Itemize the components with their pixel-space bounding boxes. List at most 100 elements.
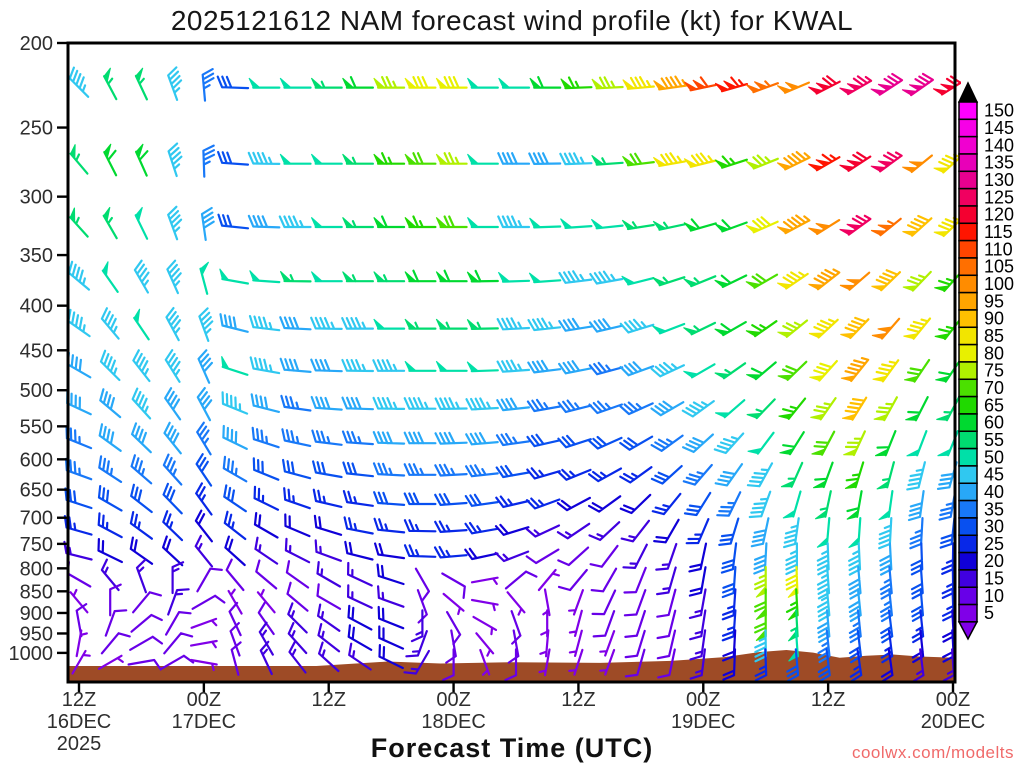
barb-staff [755,398,776,420]
barb-staff [813,360,838,382]
barb-staff [817,609,831,643]
wind-barb [163,632,194,655]
wind-barb [219,313,249,333]
wind-barb [714,463,744,487]
wind-barb [279,77,312,89]
wind-barb [341,358,374,373]
barb-staff [496,359,531,373]
wind-barb [167,588,190,616]
wind-barb [935,358,961,383]
wind-barb [871,269,901,292]
wind-barb [683,491,712,517]
barb-staff [287,622,308,655]
barb-staff [682,433,714,453]
wind-barb [599,630,616,657]
wind-barb [256,588,276,614]
barb-staff [879,565,893,600]
barb-staff [254,536,279,565]
barb-staff [557,434,592,449]
colorbar-cell [958,430,978,450]
wind-barb [526,467,561,480]
wind-barb [224,535,246,567]
barb-staff [556,496,591,512]
wind-barb [685,518,710,545]
barb-staff [312,488,343,508]
barb-staff [658,322,686,335]
barb-staff [751,320,778,338]
barb-staff [620,519,650,543]
wind-barb [202,144,216,178]
barb-staff [162,482,183,515]
colorbar-cell [958,447,978,467]
barb-staff [134,74,148,101]
wind-barb [434,431,468,445]
barb-staff [907,214,933,237]
wind-barb [718,517,740,546]
barb-staff [312,460,343,479]
barb-pennant [404,318,418,330]
barb-staff [619,401,654,416]
colorbar-value-label: 55 [984,430,1004,450]
wind-barb [557,568,588,592]
wind-barb [498,77,531,89]
wind-barb [599,648,616,676]
barb-staff [347,561,373,587]
barb-staff [286,581,309,612]
x-tick-date: 18DEC [421,711,485,733]
wind-barb [848,588,862,623]
wind-barb [497,215,531,229]
colorbar-cell [958,482,978,502]
wind-barb [190,639,218,649]
wind-barb [98,423,122,452]
wind-barb [568,609,583,637]
wind-barb [496,359,531,373]
barb-staff [280,394,312,412]
barb-staff [439,215,468,229]
barb-staff [911,588,924,622]
barb-staff [97,512,123,539]
wind-barb [623,566,647,594]
wind-barb [167,66,183,101]
barb-staff [439,269,468,283]
wind-barb [373,271,406,283]
wind-barb [746,361,777,381]
barb-staff [526,398,562,413]
wind-barb [624,629,646,659]
barb-staff [195,482,213,516]
barb-staff [786,648,800,682]
wind-barb [494,550,530,563]
barb-staff [750,361,777,381]
x-tick-hour: 00Z [936,689,970,711]
wind-barb [588,400,623,415]
wind-barb [228,601,242,637]
barb-staff [162,453,183,486]
barb-staff [564,225,593,229]
barb-staff [129,511,153,540]
wind-barb [69,144,89,175]
barb-staff [846,490,863,518]
wind-barb [405,630,428,658]
barb-staff [442,648,455,682]
colorbar-cell [958,343,978,363]
wind-barb [848,609,862,644]
barb-staff [720,274,748,288]
barb-staff [880,588,893,623]
barb-staff [619,318,655,334]
colorbar-cell [958,135,978,155]
wind-barb [683,152,717,168]
barb-staff [683,491,712,517]
barb-staff [341,317,374,330]
barb-staff [101,269,119,293]
wind-barb [341,396,374,411]
barb-pennant [248,77,262,89]
barb-staff [162,535,184,567]
barb-staff [470,321,499,330]
wind-barb [279,316,312,331]
barb-staff [100,558,120,592]
x-tick-year: 2025 [57,733,102,755]
wind-barb [624,648,646,678]
wind-barb [373,517,406,534]
wind-barb [911,588,924,622]
barb-staff [69,588,89,614]
barb-staff [941,542,955,575]
